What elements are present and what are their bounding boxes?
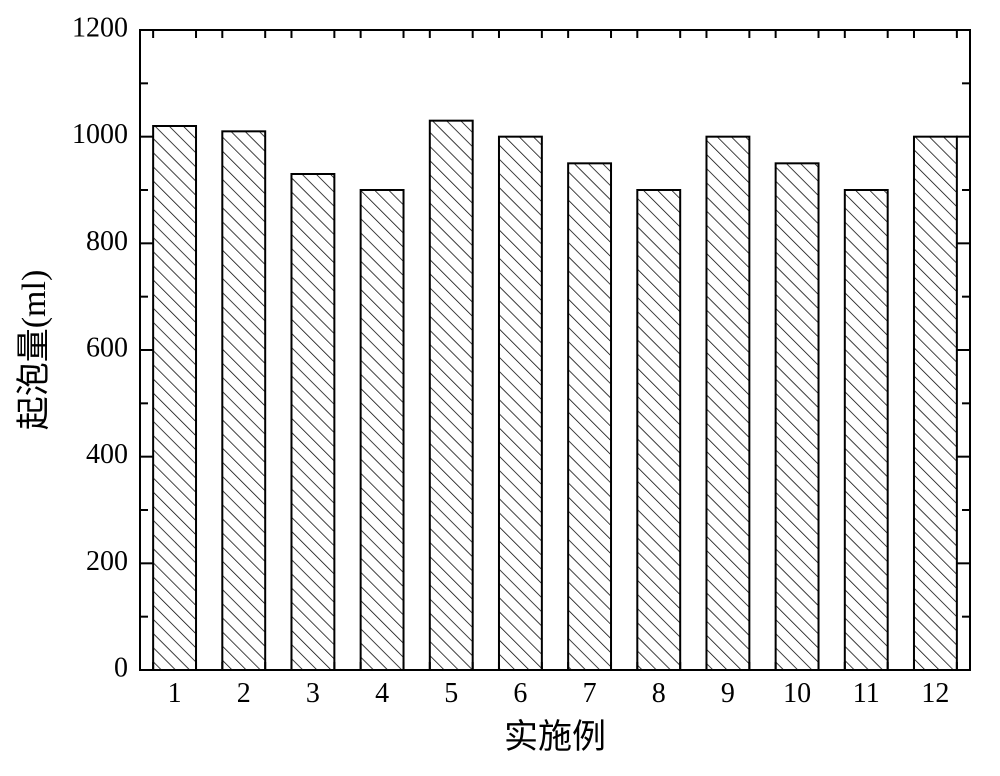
bar-chart: 020040060080010001200123456789101112起泡量(… [0,0,1000,776]
y-tick-label: 800 [86,226,128,257]
bar [568,163,611,670]
y-tick-label: 400 [86,439,128,470]
bar [361,190,404,670]
y-tick-label: 600 [86,332,128,363]
x-axis-title: 实施例 [504,718,606,756]
bar [776,163,819,670]
y-tick-label: 0 [114,652,128,683]
bar [914,137,957,670]
bar [706,137,749,670]
bar [153,126,196,670]
y-tick-label: 200 [86,546,128,577]
chart-svg: 020040060080010001200123456789101112起泡量(… [0,0,1000,776]
bar [222,131,265,670]
x-tick-label: 8 [652,678,666,709]
x-tick-label: 3 [306,678,320,709]
bar [430,121,473,670]
x-tick-label: 12 [921,678,949,709]
x-tick-label: 5 [444,678,458,709]
y-axis-title: 起泡量(ml) [15,270,53,431]
bar [637,190,680,670]
x-tick-label: 4 [375,678,389,709]
x-tick-label: 6 [513,678,527,709]
bar [845,190,888,670]
bar [499,137,542,670]
x-tick-label: 7 [583,678,597,709]
y-tick-label: 1000 [72,119,128,150]
x-tick-label: 2 [237,678,251,709]
bar [291,174,334,670]
x-tick-label: 11 [853,678,880,709]
x-tick-label: 9 [721,678,735,709]
y-tick-label: 1200 [72,12,128,43]
x-tick-label: 1 [168,678,182,709]
x-tick-label: 10 [783,678,811,709]
